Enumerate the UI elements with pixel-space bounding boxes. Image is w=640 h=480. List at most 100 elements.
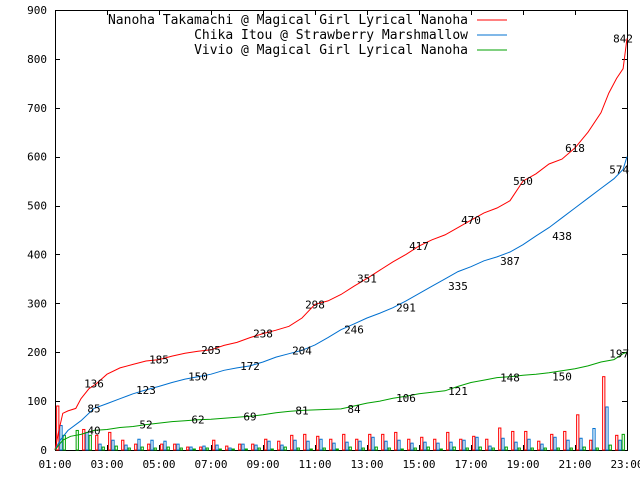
bar-1 (355, 438, 359, 451)
data-label: 84 (347, 403, 361, 416)
bar-1 (316, 435, 320, 451)
series-line-2 (54, 156, 628, 451)
bar-3 (114, 445, 118, 451)
bar-2 (98, 443, 102, 451)
data-label: 40 (87, 424, 100, 437)
bar-3 (413, 447, 417, 451)
bar-1 (537, 440, 541, 451)
bar-3 (387, 447, 391, 451)
data-label: 150 (188, 371, 208, 384)
bar-2 (462, 439, 466, 451)
data-label: 85 (87, 402, 100, 415)
legend-label: Chika Itou @ Strawberry Marshmallow (194, 28, 468, 43)
bar-1 (290, 434, 294, 451)
bar-2 (358, 440, 362, 451)
y-tick-label: 0 (40, 444, 47, 457)
bar-1 (615, 434, 619, 451)
bar-3 (231, 448, 235, 451)
data-label: 81 (295, 404, 308, 417)
x-tick-label: 07:00 (194, 458, 227, 471)
bar-2 (592, 427, 596, 451)
bar-3 (179, 447, 183, 451)
bar-3 (530, 447, 534, 451)
bar-3 (88, 434, 92, 451)
y-axis: 0 100 200 300 400 500 600 700 800 900 (27, 4, 627, 457)
x-tick-label: 17:00 (454, 458, 487, 471)
data-label: 351 (357, 272, 377, 285)
bar-2 (137, 438, 141, 451)
bar-3 (127, 447, 131, 451)
bar-3 (400, 448, 404, 451)
bar-2 (553, 436, 557, 451)
series-line-3 (54, 351, 628, 451)
bar-1 (108, 431, 112, 451)
data-label: 121 (448, 385, 468, 398)
bar-2 (371, 436, 375, 451)
bar-2 (306, 440, 310, 451)
bar-3 (465, 447, 469, 451)
data-label: 185 (149, 354, 169, 367)
bar-1 (563, 430, 567, 451)
x-tick-label: 01:00 (38, 458, 71, 471)
bar-2 (202, 445, 206, 451)
bar-2 (488, 445, 492, 451)
bar-1 (550, 433, 554, 451)
bar-1 (511, 430, 515, 451)
bar-3 (608, 444, 612, 451)
bar-2 (228, 447, 232, 451)
x-axis: 01:00 03:00 05:00 07:00 09:00 11:00 13:00 15:00… (38, 10, 640, 471)
y-tick-label: 300 (27, 297, 47, 310)
bar-3 (75, 429, 79, 451)
bar-1 (524, 430, 528, 451)
bar-2 (176, 443, 180, 451)
bar-2 (215, 444, 219, 451)
x-tick-label: 21:00 (558, 458, 591, 471)
bar-3 (335, 448, 339, 451)
bar-2 (475, 436, 479, 451)
bar-2 (293, 439, 297, 451)
y-tick-label: 600 (27, 151, 47, 164)
data-label: 387 (500, 255, 520, 268)
bar-1 (251, 443, 255, 451)
bar-1 (459, 438, 463, 451)
bar-3 (270, 448, 274, 451)
bar-1 (420, 436, 424, 451)
x-tick-label: 11:00 (298, 458, 331, 471)
bar-3 (556, 447, 560, 451)
bar-2 (319, 438, 323, 451)
bar-3 (309, 448, 313, 451)
bar-1 (485, 438, 489, 451)
bar-2 (241, 443, 245, 451)
data-label: 52 (139, 419, 152, 432)
legend-label: Nanoha Takamachi @ Magical Girl Lyrical … (108, 13, 468, 28)
bar-3 (361, 447, 365, 451)
bar-1 (498, 427, 502, 451)
bar-3 (296, 447, 300, 451)
bar-1 (212, 439, 216, 451)
bar-1 (82, 428, 86, 451)
bar-2 (449, 441, 453, 451)
x-tick-label: 23:00 (610, 458, 640, 471)
data-label: 470 (461, 214, 481, 227)
data-label: 618 (565, 142, 585, 155)
bar-2 (527, 438, 531, 451)
bar-1 (186, 446, 190, 451)
bar-3 (283, 446, 287, 451)
data-label: 205 (201, 344, 221, 357)
data-label: 62 (191, 414, 204, 427)
y-tick-label: 900 (27, 4, 47, 17)
bar-3 (218, 448, 222, 451)
bar-3 (374, 446, 378, 451)
bar-1 (576, 414, 580, 451)
data-label: 238 (253, 328, 273, 341)
data-label: 148 (500, 372, 520, 385)
bar-3 (140, 446, 144, 451)
legend: Nanoha Takamachi @ Magical Girl Lyrical … (108, 13, 507, 58)
bar-3 (517, 447, 521, 451)
bar-1 (277, 440, 281, 451)
bar-2 (332, 442, 336, 451)
bar-1 (160, 443, 164, 451)
bar-1 (472, 435, 476, 451)
data-label: 550 (513, 175, 533, 188)
